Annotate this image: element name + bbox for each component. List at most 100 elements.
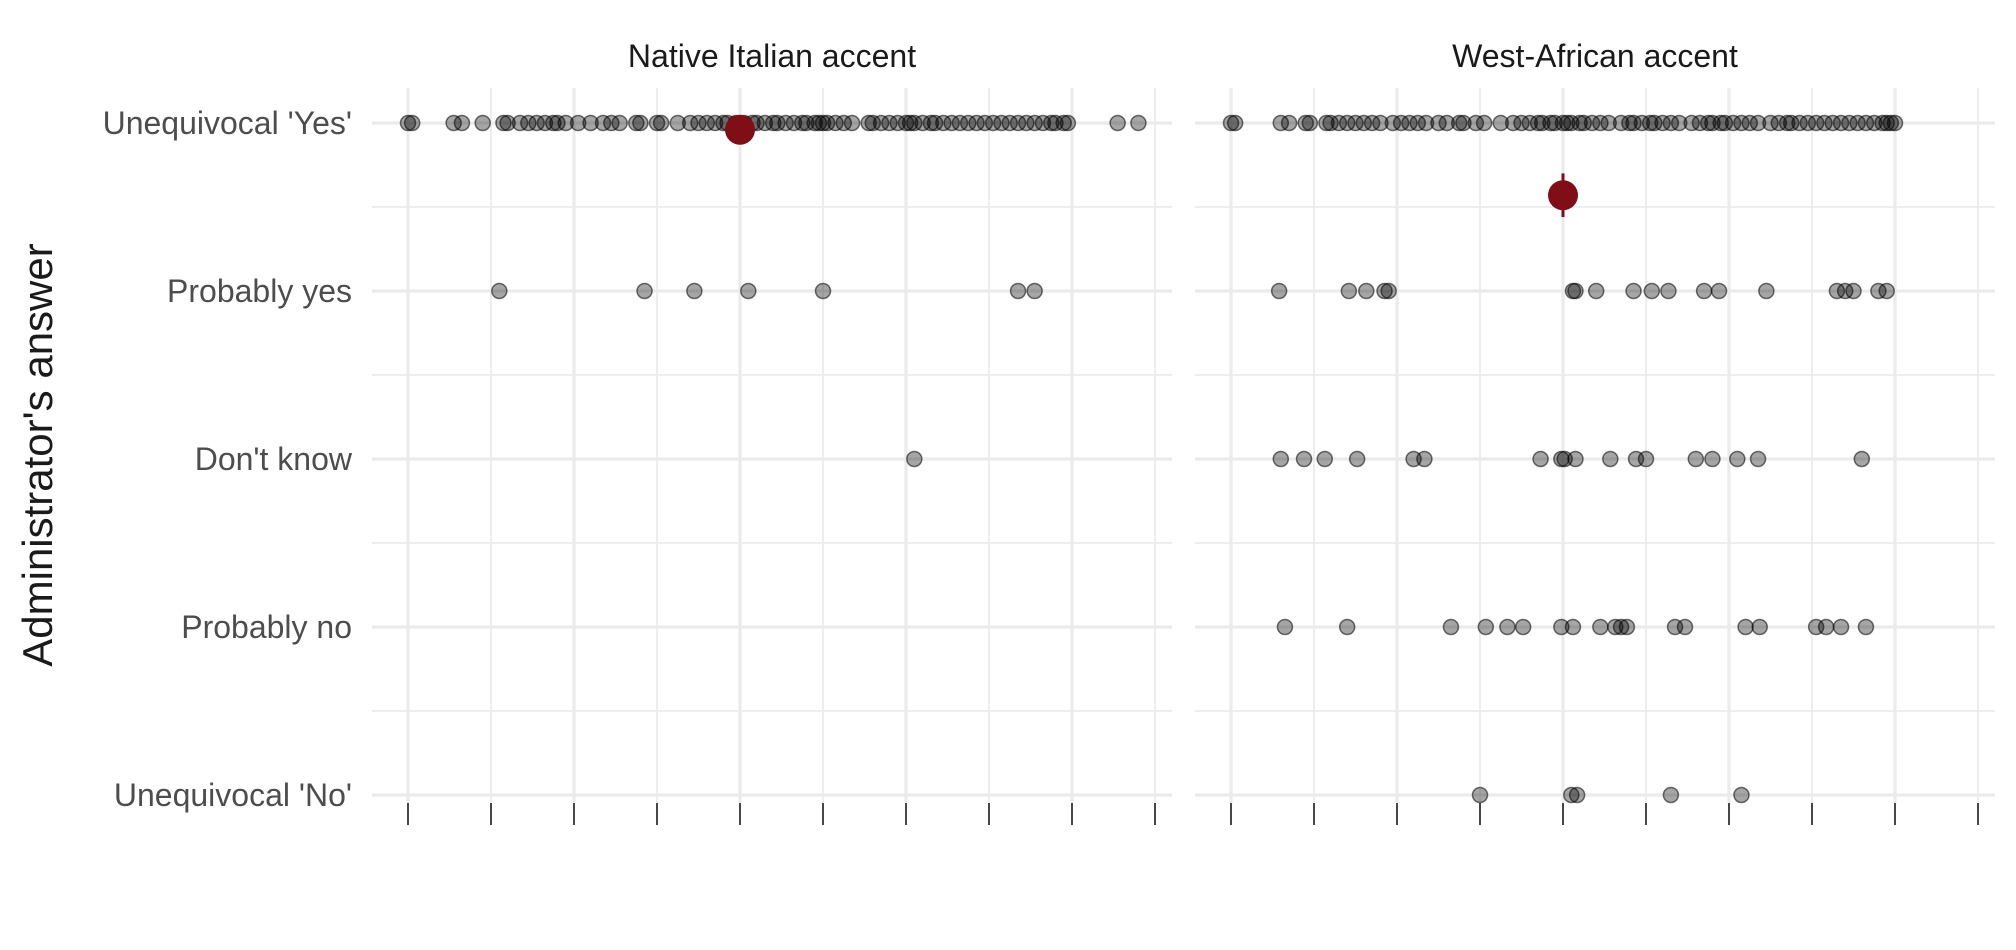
data-point bbox=[906, 114, 923, 132]
data-point bbox=[569, 114, 587, 132]
data-point bbox=[1372, 114, 1389, 132]
data-point bbox=[1477, 618, 1495, 636]
y-tick-label: Unequivocal 'Yes' bbox=[103, 105, 352, 141]
data-point bbox=[528, 114, 545, 132]
data-point bbox=[1348, 450, 1366, 468]
data-point bbox=[1817, 618, 1835, 636]
data-point bbox=[1226, 114, 1244, 132]
data-point bbox=[628, 114, 645, 132]
data-point bbox=[1272, 450, 1290, 468]
data-point bbox=[1770, 114, 1788, 132]
data-point bbox=[1845, 282, 1862, 300]
data-point bbox=[1841, 114, 1858, 132]
data-point bbox=[814, 114, 832, 132]
data-point bbox=[1534, 114, 1551, 132]
data-point bbox=[1749, 114, 1767, 132]
data-point bbox=[1687, 450, 1705, 468]
data-point bbox=[1475, 114, 1493, 132]
data-point bbox=[549, 114, 566, 132]
data-point bbox=[1347, 114, 1364, 132]
data-point bbox=[769, 114, 786, 132]
data-point bbox=[1587, 282, 1605, 300]
data-point bbox=[1568, 786, 1586, 804]
data-point bbox=[1563, 786, 1580, 804]
data-point bbox=[698, 114, 716, 132]
data-point bbox=[922, 114, 940, 132]
data-point bbox=[756, 114, 774, 132]
data-point bbox=[669, 114, 686, 132]
data-point bbox=[1532, 450, 1549, 468]
data-point bbox=[1853, 450, 1871, 468]
data-point bbox=[1824, 114, 1841, 132]
data-point bbox=[914, 114, 931, 132]
data-point bbox=[993, 114, 1010, 132]
data-point bbox=[1607, 618, 1624, 636]
data-point bbox=[810, 114, 828, 132]
data-point bbox=[1870, 282, 1887, 300]
data-point bbox=[1438, 114, 1456, 132]
data-point bbox=[1592, 618, 1609, 636]
data-point bbox=[536, 114, 554, 132]
data-point bbox=[1828, 282, 1846, 300]
mean-point bbox=[725, 114, 755, 145]
data-point bbox=[1704, 114, 1721, 132]
data-point bbox=[1521, 114, 1539, 132]
data-point bbox=[1621, 114, 1638, 132]
data-point bbox=[889, 114, 906, 132]
data-point bbox=[1322, 114, 1339, 132]
data-point bbox=[1816, 114, 1833, 132]
data-point bbox=[1592, 114, 1609, 132]
data-point bbox=[1018, 114, 1035, 132]
data-point bbox=[1001, 114, 1018, 132]
data-point bbox=[706, 114, 724, 132]
data-point bbox=[1301, 114, 1319, 132]
data-point bbox=[806, 114, 823, 132]
data-point bbox=[1724, 114, 1742, 132]
data-point bbox=[1384, 114, 1402, 132]
data-point bbox=[1026, 114, 1043, 132]
data-point bbox=[1567, 282, 1584, 300]
data-point bbox=[1059, 114, 1077, 132]
data-point bbox=[1625, 282, 1642, 300]
data-point bbox=[1409, 114, 1426, 132]
data-point bbox=[1791, 114, 1808, 132]
data-point bbox=[1276, 618, 1294, 636]
data-point bbox=[1109, 114, 1126, 132]
data-point bbox=[1358, 282, 1375, 300]
data-point bbox=[798, 114, 815, 132]
data-point bbox=[1612, 618, 1630, 636]
data-point bbox=[968, 114, 985, 132]
data-point bbox=[984, 114, 1002, 132]
data-point bbox=[1542, 114, 1559, 132]
data-point bbox=[1546, 114, 1563, 132]
data-point bbox=[1641, 114, 1659, 132]
data-point bbox=[1849, 114, 1866, 132]
data-point bbox=[1807, 114, 1825, 132]
data-point bbox=[499, 114, 516, 132]
data-point bbox=[1392, 114, 1410, 132]
data-point bbox=[901, 114, 919, 132]
data-point bbox=[632, 114, 649, 132]
data-point bbox=[818, 114, 836, 132]
data-point bbox=[1643, 282, 1661, 300]
facet-title: West-African accent bbox=[1452, 38, 1738, 74]
data-point bbox=[935, 114, 952, 132]
data-point bbox=[1670, 114, 1688, 132]
data-point bbox=[1878, 114, 1895, 132]
data-point bbox=[1600, 114, 1617, 132]
data-point bbox=[1318, 114, 1335, 132]
data-point bbox=[1676, 618, 1694, 636]
data-point bbox=[403, 114, 421, 132]
data-point bbox=[1043, 114, 1060, 132]
data-point bbox=[1832, 114, 1850, 132]
data-point bbox=[1733, 114, 1750, 132]
data-point bbox=[1558, 114, 1576, 132]
data-point bbox=[1612, 114, 1630, 132]
data-point bbox=[1741, 114, 1758, 132]
data-point bbox=[951, 114, 969, 132]
data-point bbox=[1762, 114, 1779, 132]
data-point bbox=[495, 114, 512, 132]
data-point bbox=[1222, 114, 1240, 132]
data-point bbox=[1055, 114, 1072, 132]
data-point bbox=[594, 114, 612, 132]
